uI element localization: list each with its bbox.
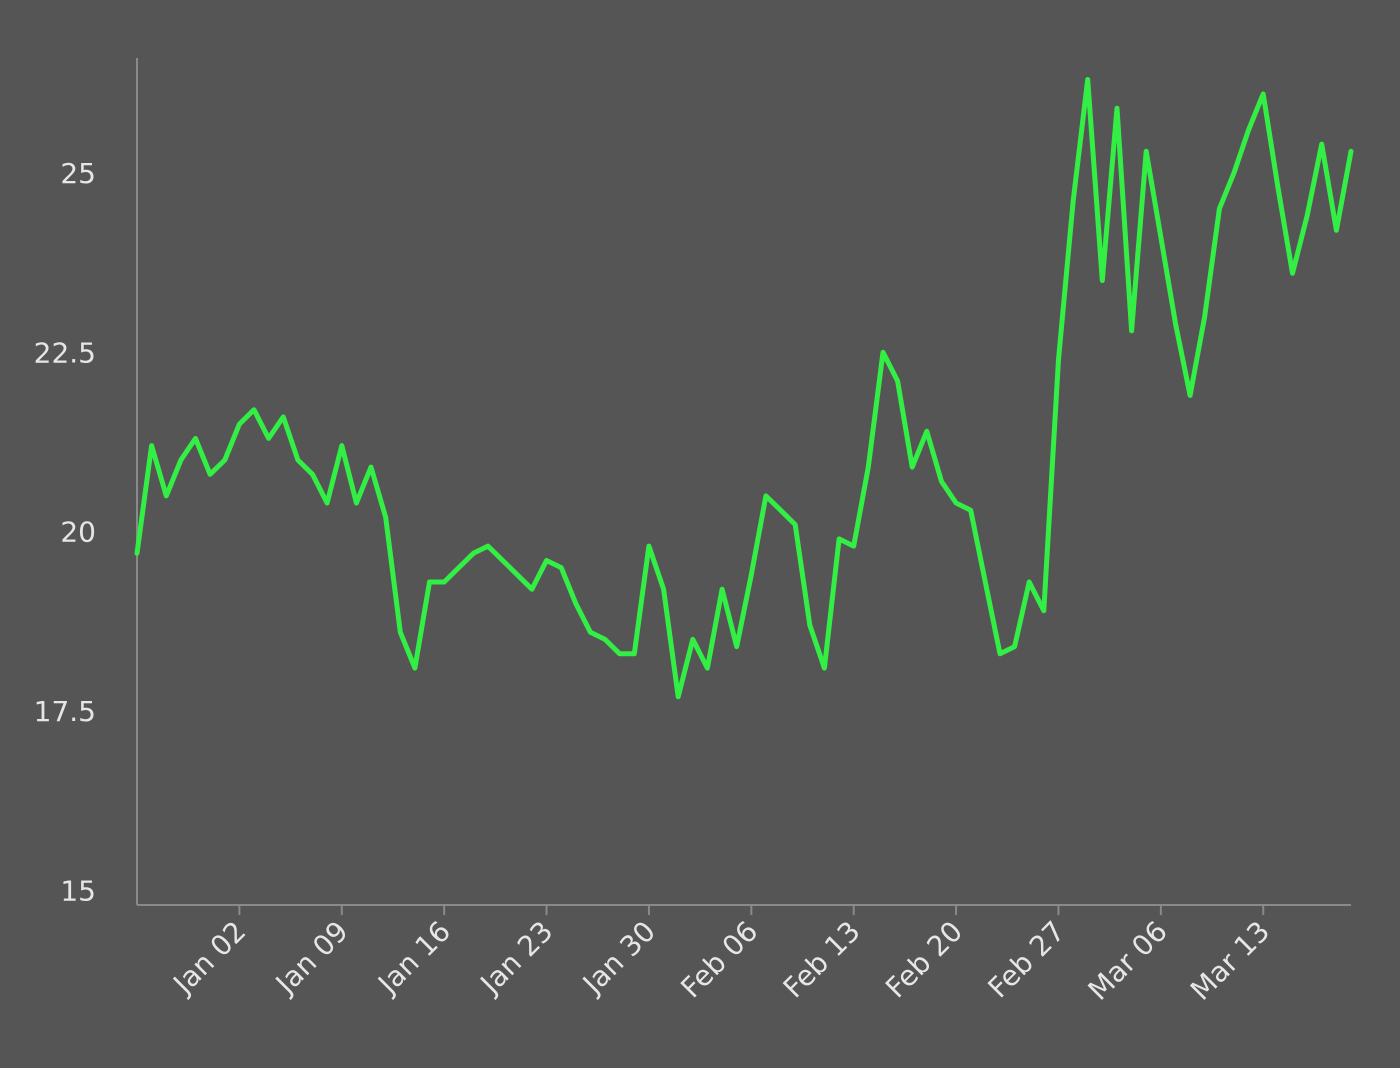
y-tick-label: 25 bbox=[60, 157, 96, 190]
y-tick-label: 17.5 bbox=[34, 695, 96, 728]
y-tick-label: 20 bbox=[60, 516, 96, 549]
series-line bbox=[134, 77, 1354, 700]
y-axis-ticks: 15 17.5 20 22.5 25 bbox=[34, 157, 96, 908]
y-tick-label: 22.5 bbox=[34, 336, 96, 369]
y-tick-label: 15 bbox=[60, 875, 96, 908]
axes bbox=[136, 58, 1351, 906]
series-group bbox=[134, 77, 1354, 700]
